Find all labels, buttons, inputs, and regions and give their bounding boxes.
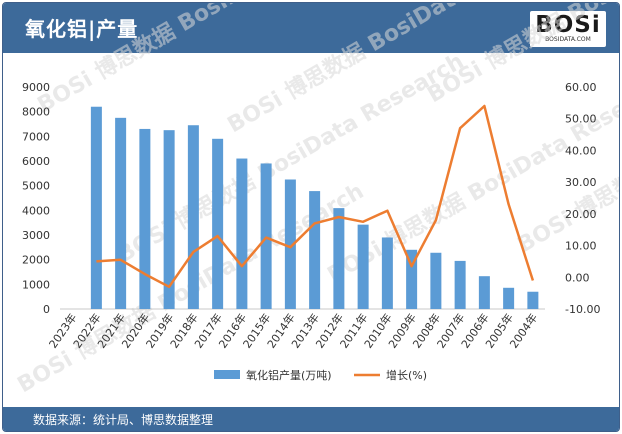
bar <box>139 128 151 309</box>
growth-line <box>96 104 535 289</box>
bar <box>406 249 418 309</box>
bar <box>527 291 539 309</box>
left-axis-tick-label: 1000 <box>22 278 50 291</box>
left-axis-tick-label: 6000 <box>22 155 50 168</box>
legend-bar-label: 氧化铝产量(万吨) <box>246 368 332 382</box>
bar <box>284 179 296 309</box>
data-source-note: 数据来源：统计局、博思数据整理 <box>33 413 214 427</box>
logo-subtext: BOSIDATA.COM <box>545 36 591 43</box>
legend-line-label: 增长(%) <box>386 368 427 382</box>
right-axis-tick-label: 30.00 <box>565 176 597 189</box>
bar <box>236 158 248 309</box>
bar <box>430 252 442 309</box>
left-axis-tick-label: 3000 <box>22 229 50 242</box>
left-axis-tick-label: 5000 <box>22 180 50 193</box>
bar <box>333 208 345 309</box>
bar <box>163 130 175 309</box>
right-axis-tick-label: 60.00 <box>565 81 597 94</box>
left-axis-tick-label: 2000 <box>22 254 50 267</box>
bar <box>187 125 199 309</box>
bar <box>381 237 393 309</box>
bar <box>309 191 321 309</box>
right-axis-tick-label: 40.00 <box>565 144 597 157</box>
left-axis-tick-label: 0 <box>43 303 50 316</box>
legend-bar-swatch <box>214 370 240 379</box>
bar <box>212 138 224 309</box>
right-axis-tick-label: 20.00 <box>565 208 597 221</box>
logo-text: BOSi <box>535 12 601 38</box>
bar <box>454 260 466 309</box>
bar <box>357 224 369 309</box>
bar <box>260 163 272 309</box>
bar <box>115 117 127 309</box>
left-axis-tick-label: 8000 <box>22 106 50 119</box>
right-axis-tick-label: 50.00 <box>565 113 597 126</box>
left-axis-tick-label: 4000 <box>22 204 50 217</box>
left-axis-tick-label: 7000 <box>22 130 50 143</box>
right-axis-tick-label: -10.00 <box>565 303 600 316</box>
page-title: 氧化铝|产量 <box>25 17 139 41</box>
watermark-1: BOSi 博思数据 BosiData Research <box>223 3 578 138</box>
footer-bar: 数据来源：统计局、博思数据整理 <box>3 407 619 431</box>
right-axis-tick-label: 0.00 <box>565 271 590 284</box>
bar <box>90 106 102 309</box>
bar <box>503 287 515 309</box>
header-bar: 氧化铝|产量 BOSi BOSIDATA.COM <box>3 3 619 53</box>
bar <box>478 276 490 309</box>
bosi-logo: BOSi BOSIDATA.COM <box>530 11 606 47</box>
left-axis-tick-label: 9000 <box>22 81 50 94</box>
right-axis-tick-label: 10.00 <box>565 240 597 253</box>
